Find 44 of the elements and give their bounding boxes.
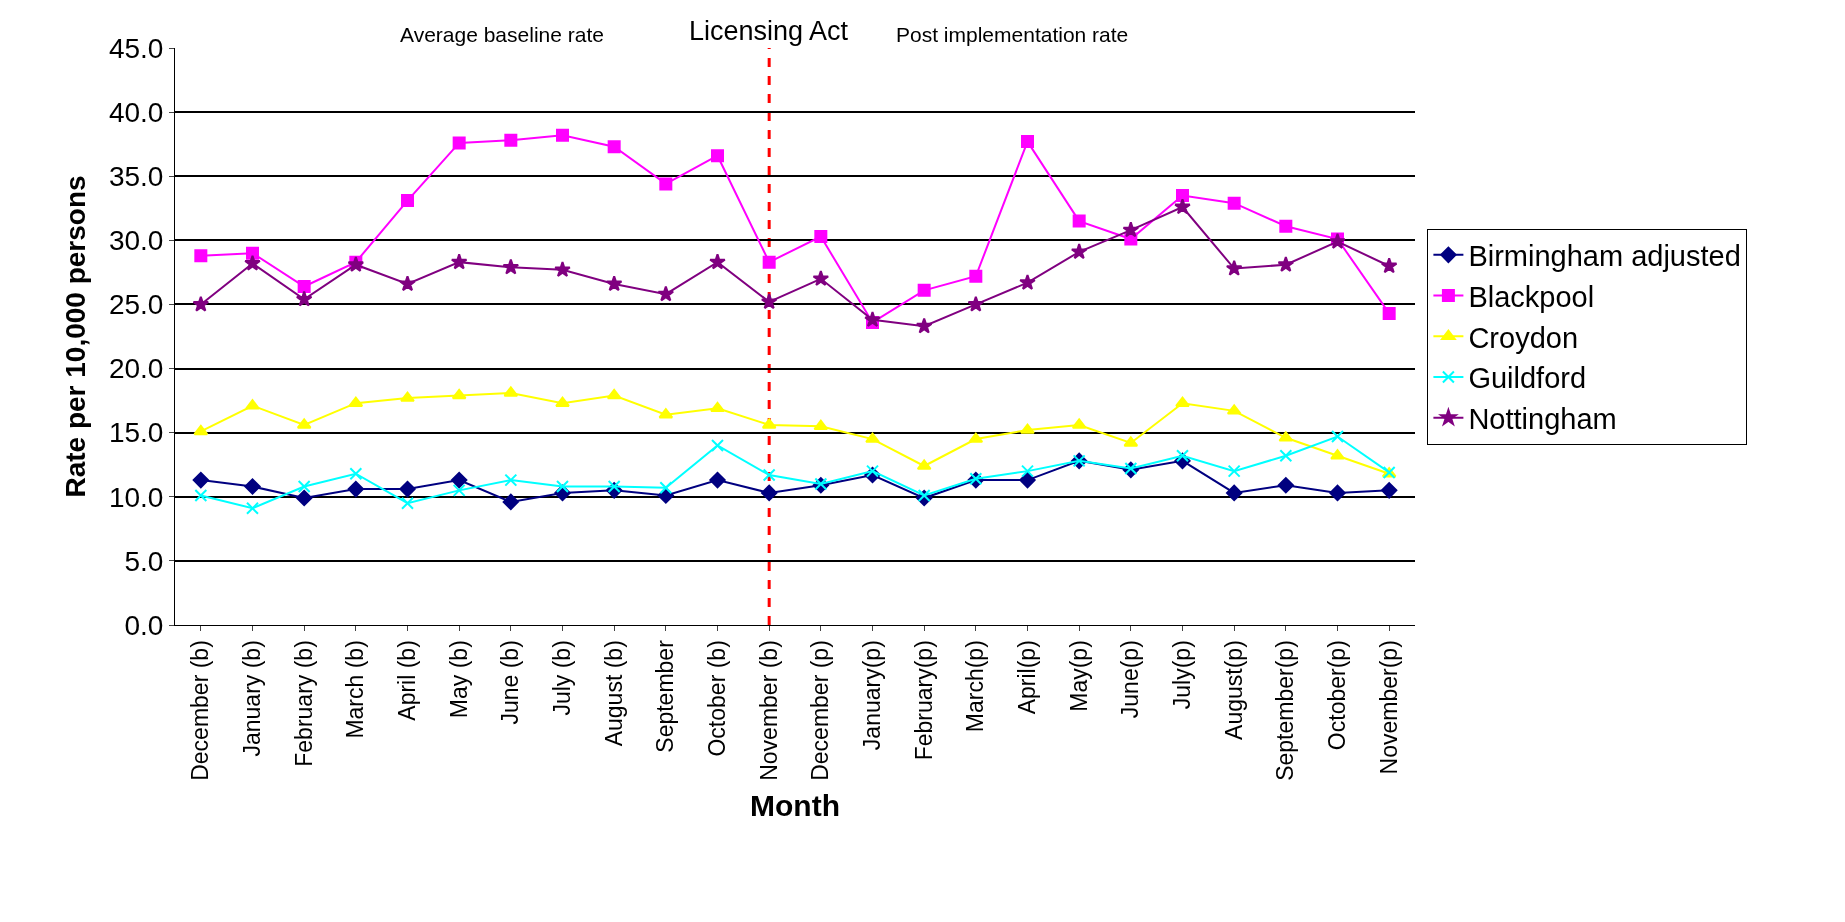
x-tick-label: November(p) bbox=[1375, 640, 1402, 775]
x-tick-label: April(p) bbox=[1013, 640, 1040, 715]
text: Post implementation rate bbox=[896, 23, 1129, 46]
x-tick-label: January (b) bbox=[238, 640, 265, 757]
text: Average baseline rate bbox=[400, 23, 604, 46]
y-tick-label: 0.0 bbox=[124, 609, 164, 641]
y-tick-label: 15.0 bbox=[108, 417, 164, 449]
x-tick-label: April (b) bbox=[393, 640, 420, 721]
x-tick-label: February(p) bbox=[910, 640, 937, 761]
x-tick-label: May(p) bbox=[1065, 640, 1092, 712]
ref-line-label: Licensing Act bbox=[689, 16, 849, 46]
x-tick-label: July (b) bbox=[548, 640, 575, 716]
x-tick-label: August (b) bbox=[600, 640, 627, 747]
x-tick-label: July(p) bbox=[1168, 640, 1195, 710]
x-tick-label: June(p) bbox=[1117, 640, 1144, 719]
x-tick-label: December (b) bbox=[187, 640, 214, 781]
y-tick-label: 20.0 bbox=[108, 353, 164, 385]
x-tick-label: December (p) bbox=[807, 640, 834, 781]
y-tick-label: 35.0 bbox=[108, 161, 164, 193]
x-tick-label: March(p) bbox=[962, 640, 989, 733]
x-tick-label: September(p) bbox=[1272, 640, 1299, 781]
x-tick-label: February (b) bbox=[290, 640, 317, 767]
x-tick-label: September bbox=[652, 639, 679, 753]
x-tick-label: May (b) bbox=[445, 640, 472, 719]
y-tick-label: 5.0 bbox=[124, 545, 164, 577]
x-tick-label: March (b) bbox=[342, 640, 369, 739]
legend-label: Guildford bbox=[1468, 362, 1587, 395]
x-tick-label: June (b) bbox=[497, 640, 524, 725]
legend-label: Blackpool bbox=[1468, 280, 1595, 313]
y-tick-label: 25.0 bbox=[108, 289, 164, 321]
x-tick-label: October (b) bbox=[703, 640, 730, 757]
y-tick-label: 45.0 bbox=[108, 32, 164, 64]
legend-label: Birmingham adjusted bbox=[1468, 240, 1741, 273]
y-tick-label: 10.0 bbox=[108, 481, 164, 513]
x-tick-label: October(p) bbox=[1323, 640, 1350, 751]
y-axis-title: Rate per 10,000 persons bbox=[59, 175, 91, 498]
x-tick-label: August(p) bbox=[1220, 640, 1247, 740]
y-tick-label: 40.0 bbox=[108, 96, 164, 128]
legend-label: Nottingham bbox=[1468, 402, 1617, 435]
x-tick-label: January(p) bbox=[858, 640, 885, 751]
x-tick-label: November (b) bbox=[755, 640, 782, 781]
legend-label: Croydon bbox=[1468, 321, 1579, 354]
y-tick-label: 30.0 bbox=[108, 225, 164, 257]
x-axis-title: Month bbox=[750, 789, 840, 823]
